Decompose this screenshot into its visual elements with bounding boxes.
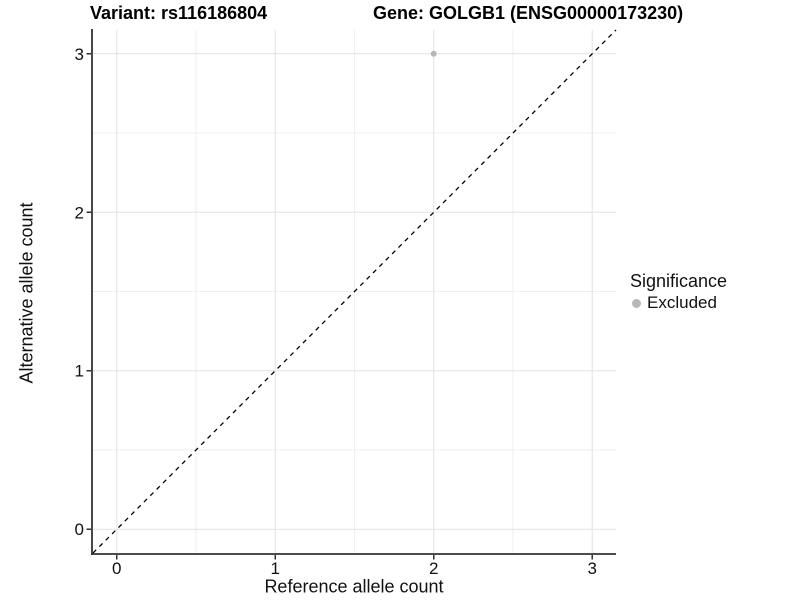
legend-item-label: Excluded: [647, 293, 717, 312]
x-tick-label: 3: [587, 559, 596, 578]
x-tick-label: 1: [271, 559, 280, 578]
y-tick-label: 2: [75, 203, 84, 222]
legend-item-excluded: Excluded: [632, 293, 727, 313]
identity-reference-line: [92, 29, 617, 554]
plot-title-gene: Gene: GOLGB1 (ENSG00000173230): [373, 3, 684, 23]
data-point: [430, 50, 437, 57]
x-tick-label: 0: [112, 559, 121, 578]
y-axis-title: Alternative allele count: [16, 202, 37, 384]
y-tick-label: 1: [75, 362, 84, 381]
y-tick-label: 0: [75, 520, 84, 539]
legend: Significance Excluded: [630, 271, 727, 313]
excluded-point-icon: [632, 298, 641, 308]
x-axis-title: Reference allele count: [264, 576, 444, 597]
plot-title-variant: Variant: rs116186804: [90, 3, 268, 23]
legend-title: Significance: [630, 271, 728, 291]
x-tick-label: 2: [429, 559, 438, 578]
y-tick-label: 3: [75, 45, 84, 64]
